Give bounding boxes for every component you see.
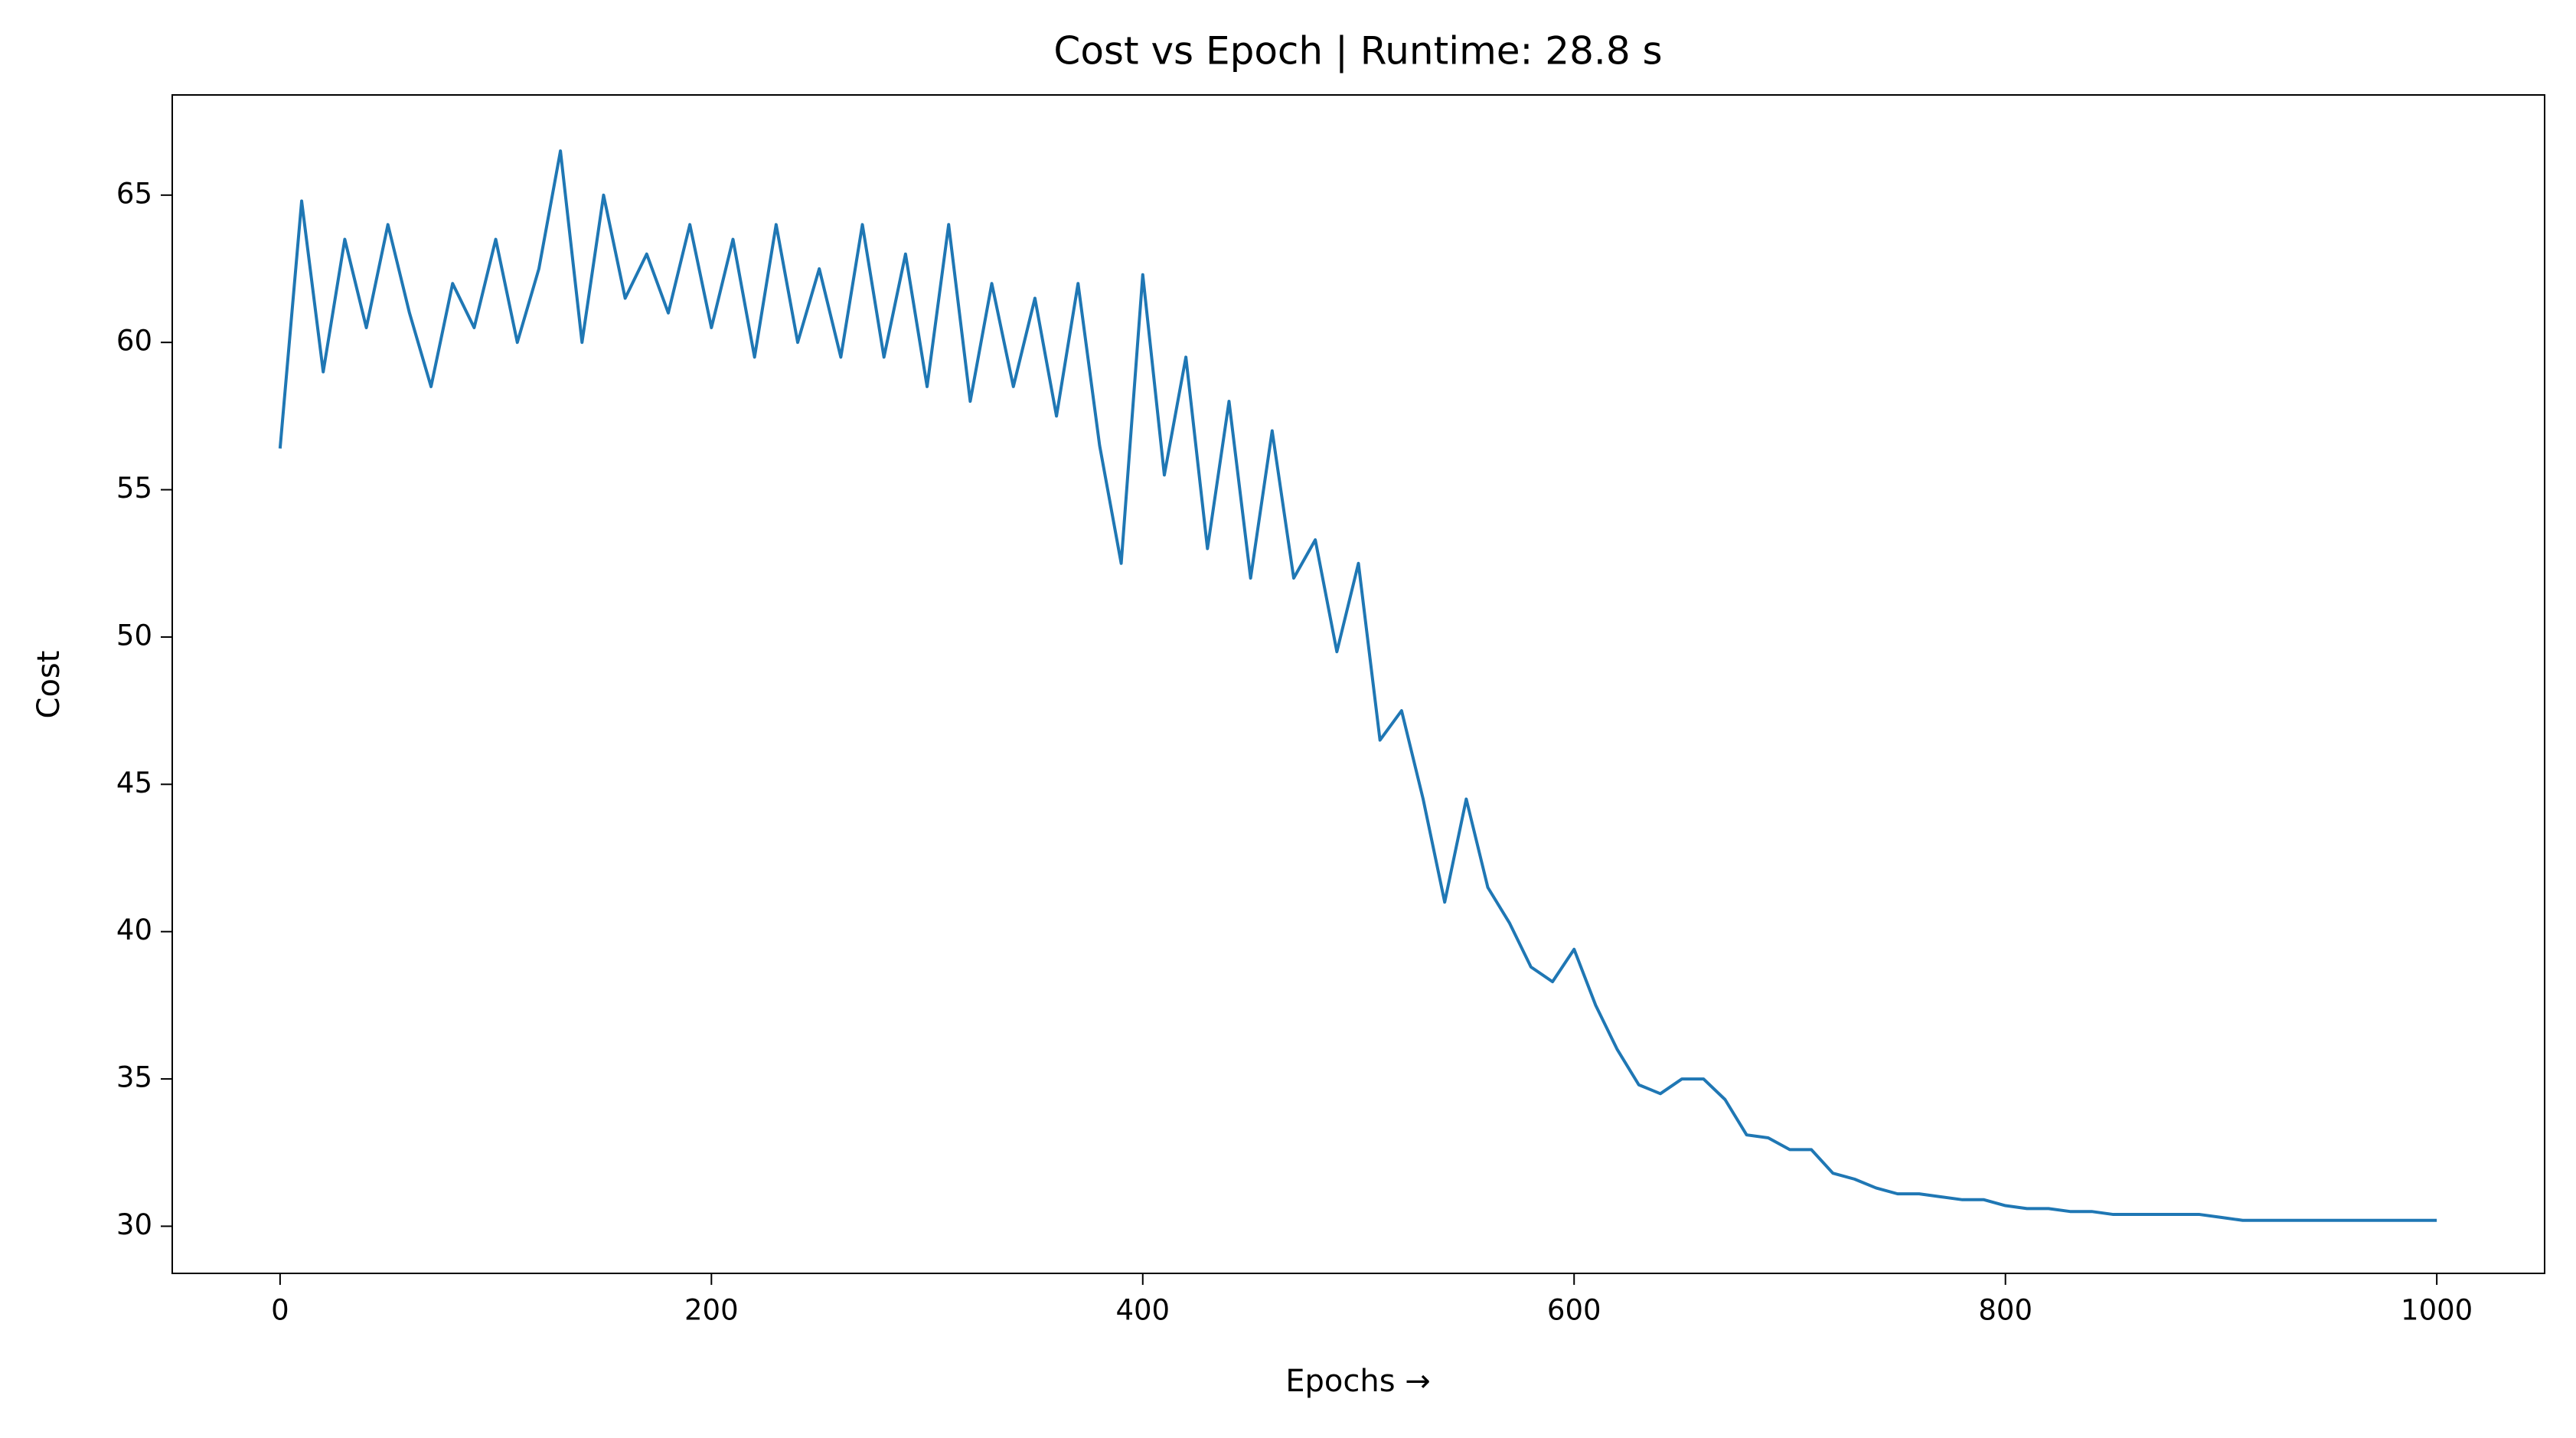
line-series: [278, 149, 2437, 1222]
y-tick-label: 55: [116, 472, 152, 505]
y-tick-label: 50: [116, 619, 152, 652]
plot-frame: [171, 94, 2545, 1274]
x-tick-label: 800: [1978, 1294, 2032, 1327]
y-tick-label: 65: [116, 177, 152, 210]
y-axis-label: Cost: [31, 651, 67, 719]
y-tick-label: 40: [116, 913, 152, 946]
x-axis-label: Epochs →: [1285, 1364, 1431, 1399]
x-tick-label: 200: [684, 1294, 739, 1327]
x-tick-label: 400: [1115, 1294, 1170, 1327]
y-tick-label: 35: [116, 1061, 152, 1094]
chart-title: Cost vs Epoch | Runtime: 28.8 s: [1053, 29, 1662, 74]
x-tick-label: 1000: [2401, 1294, 2473, 1327]
y-tick-label: 45: [116, 766, 152, 799]
x-tick-label: 0: [271, 1294, 289, 1327]
y-tick-label: 60: [116, 325, 152, 358]
y-tick-label: 30: [116, 1208, 152, 1241]
x-tick-label: 600: [1547, 1294, 1601, 1327]
